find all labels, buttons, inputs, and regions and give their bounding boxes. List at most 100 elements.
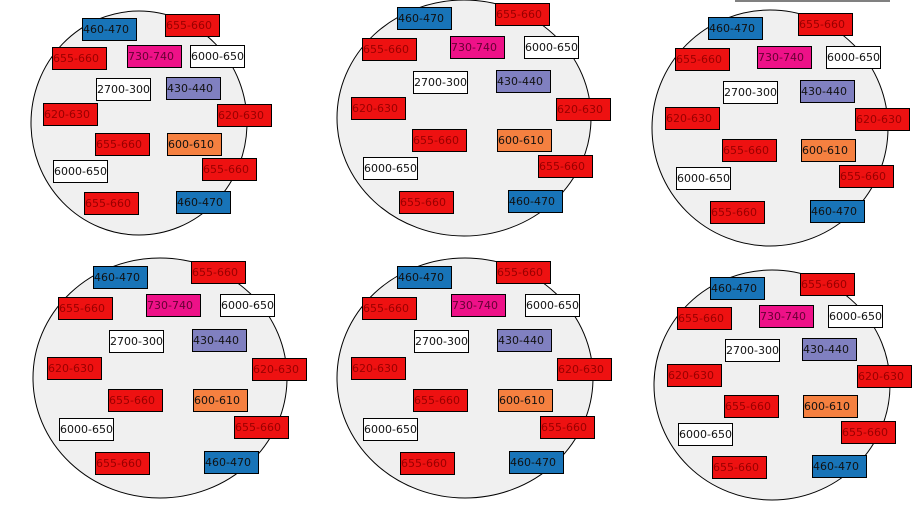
label-text: 620-630 bbox=[668, 369, 714, 382]
label-box: 655-660 bbox=[798, 13, 853, 36]
label-fill bbox=[351, 97, 406, 120]
label-box: 730-740 bbox=[757, 46, 812, 69]
label-box: 600-610 bbox=[193, 389, 248, 412]
label-box: 600-610 bbox=[801, 139, 856, 162]
label-fill bbox=[363, 418, 418, 441]
label-box: 655-660 bbox=[95, 452, 150, 475]
label-text: 655-660 bbox=[711, 206, 757, 219]
label-text: 6000-650 bbox=[526, 299, 579, 312]
label-fill bbox=[400, 452, 455, 475]
label-fill bbox=[413, 71, 468, 94]
label-text: 655-660 bbox=[192, 266, 238, 279]
label-text: 600-610 bbox=[802, 144, 848, 157]
label-text: 600-610 bbox=[168, 138, 214, 151]
label-fill bbox=[841, 421, 896, 444]
label-text: 655-660 bbox=[842, 426, 888, 439]
label-text: 730-740 bbox=[128, 50, 174, 63]
label-fill bbox=[363, 157, 418, 180]
label-fill bbox=[722, 139, 777, 162]
label-text: 655-660 bbox=[401, 457, 447, 470]
label-text: 655-660 bbox=[203, 163, 249, 176]
label-fill bbox=[757, 46, 812, 69]
label-box: 6000-650 bbox=[363, 157, 418, 180]
label-text: 730-740 bbox=[451, 41, 497, 54]
label-text: 460-470 bbox=[711, 282, 757, 295]
label-fill bbox=[412, 129, 467, 152]
label-fill bbox=[191, 261, 246, 284]
label-box: 460-470 bbox=[812, 455, 867, 478]
label-box: 6000-650 bbox=[678, 423, 733, 446]
label-fill bbox=[509, 451, 564, 474]
label-text: 460-470 bbox=[83, 23, 129, 36]
label-box: 460-470 bbox=[710, 277, 765, 300]
label-box: 730-740 bbox=[450, 36, 505, 59]
label-text: 6000-650 bbox=[829, 310, 882, 323]
label-box: 6000-650 bbox=[220, 294, 275, 317]
label-text: 2700-300 bbox=[724, 86, 777, 99]
label-text: 460-470 bbox=[205, 456, 251, 469]
label-fill bbox=[498, 389, 553, 412]
label-box: 620-630 bbox=[351, 357, 406, 380]
label-box: 6000-650 bbox=[190, 45, 245, 68]
label-box: 460-470 bbox=[508, 190, 563, 213]
label-text: 655-660 bbox=[541, 421, 587, 434]
label-fill bbox=[800, 80, 855, 103]
label-text: 655-660 bbox=[713, 461, 759, 474]
label-text: 2700-300 bbox=[414, 76, 467, 89]
label-text: 655-660 bbox=[799, 18, 845, 31]
label-fill bbox=[497, 329, 552, 352]
label-text: 6000-650 bbox=[364, 162, 417, 175]
label-fill bbox=[857, 365, 912, 388]
label-text: 620-630 bbox=[856, 113, 902, 126]
label-box: 655-660 bbox=[84, 192, 139, 215]
label-text: 655-660 bbox=[497, 266, 543, 279]
label-fill bbox=[800, 273, 855, 296]
label-fill bbox=[802, 338, 857, 361]
label-text: 460-470 bbox=[811, 205, 857, 218]
label-text: 655-660 bbox=[96, 138, 142, 151]
label-box: 600-610 bbox=[497, 129, 552, 152]
label-fill bbox=[397, 266, 452, 289]
label-text: 655-660 bbox=[96, 457, 142, 470]
label-box: 655-660 bbox=[400, 452, 455, 475]
label-text: 655-660 bbox=[676, 53, 722, 66]
label-text: 6000-650 bbox=[60, 423, 113, 436]
label-text: 600-610 bbox=[498, 134, 544, 147]
label-text: 600-610 bbox=[499, 394, 545, 407]
label-box: 2700-300 bbox=[109, 330, 164, 353]
label-box: 460-470 bbox=[810, 200, 865, 223]
label-box: 620-630 bbox=[556, 98, 611, 121]
label-box: 620-630 bbox=[252, 358, 307, 381]
label-text: 6000-650 bbox=[677, 172, 730, 185]
label-text: 6000-650 bbox=[221, 299, 274, 312]
label-text: 655-660 bbox=[496, 8, 542, 21]
label-fill bbox=[43, 103, 98, 126]
label-box: 430-440 bbox=[802, 338, 857, 361]
label-text: 655-660 bbox=[840, 170, 886, 183]
label-text: 2700-300 bbox=[110, 335, 163, 348]
label-box: 655-660 bbox=[413, 389, 468, 412]
label-box: 430-440 bbox=[496, 70, 551, 93]
label-fill bbox=[839, 165, 894, 188]
label-fill bbox=[146, 294, 201, 317]
label-box: 655-660 bbox=[841, 421, 896, 444]
label-text: 460-470 bbox=[94, 271, 140, 284]
label-box: 655-660 bbox=[399, 191, 454, 214]
label-box: 620-630 bbox=[217, 104, 272, 127]
label-text: 620-630 bbox=[253, 363, 299, 376]
label-fill bbox=[497, 129, 552, 152]
label-text: 655-660 bbox=[725, 400, 771, 413]
label-box: 2700-300 bbox=[96, 78, 151, 101]
label-fill bbox=[217, 104, 272, 127]
label-text: 6000-650 bbox=[679, 428, 732, 441]
label-text: 655-660 bbox=[678, 312, 724, 325]
label-fill bbox=[724, 395, 779, 418]
label-box: 2700-300 bbox=[723, 81, 778, 104]
label-text: 430-440 bbox=[193, 334, 239, 347]
label-fill bbox=[84, 192, 139, 215]
label-box: 2700-300 bbox=[414, 330, 469, 353]
label-fill bbox=[52, 47, 107, 70]
label-fill bbox=[826, 46, 881, 69]
label-text: 460-470 bbox=[177, 196, 223, 209]
